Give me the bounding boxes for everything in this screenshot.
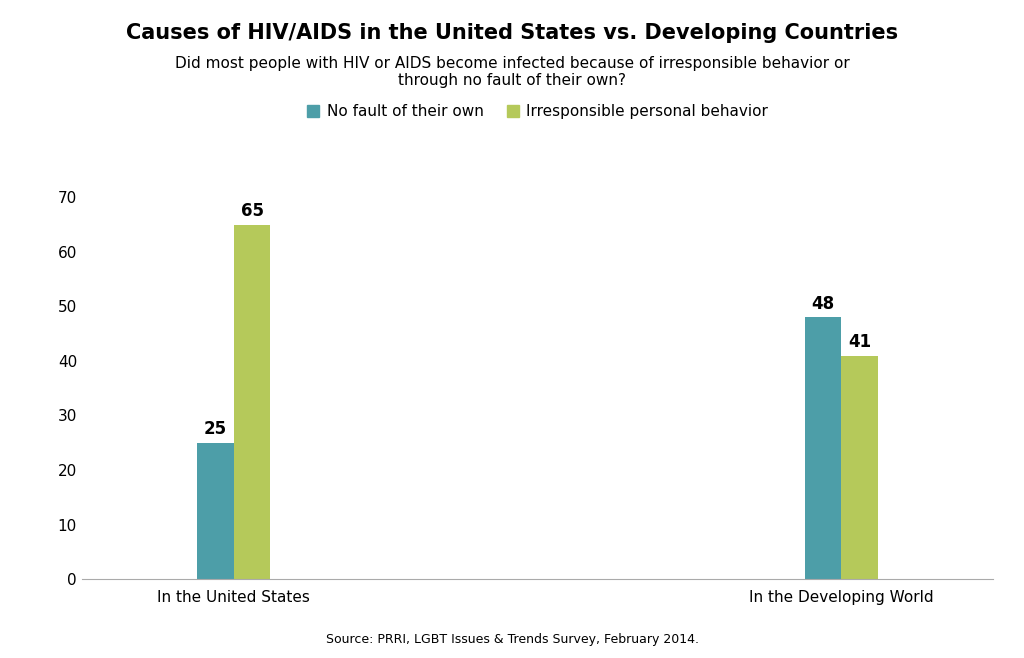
Text: 41: 41 <box>848 333 871 351</box>
Legend: No fault of their own, Irresponsible personal behavior: No fault of their own, Irresponsible per… <box>301 98 774 126</box>
Text: 48: 48 <box>812 295 835 313</box>
Text: 25: 25 <box>204 420 227 438</box>
Text: 65: 65 <box>241 202 263 220</box>
Bar <box>233 224 270 579</box>
Bar <box>842 355 878 579</box>
Bar <box>805 317 842 579</box>
Text: Did most people with HIV or AIDS become infected because of irresponsible behavi: Did most people with HIV or AIDS become … <box>175 56 849 88</box>
Bar <box>198 443 233 579</box>
Text: Causes of HIV/AIDS in the United States vs. Developing Countries: Causes of HIV/AIDS in the United States … <box>126 23 898 43</box>
Text: Source: PRRI, LGBT Issues & Trends Survey, February 2014.: Source: PRRI, LGBT Issues & Trends Surve… <box>326 633 698 646</box>
